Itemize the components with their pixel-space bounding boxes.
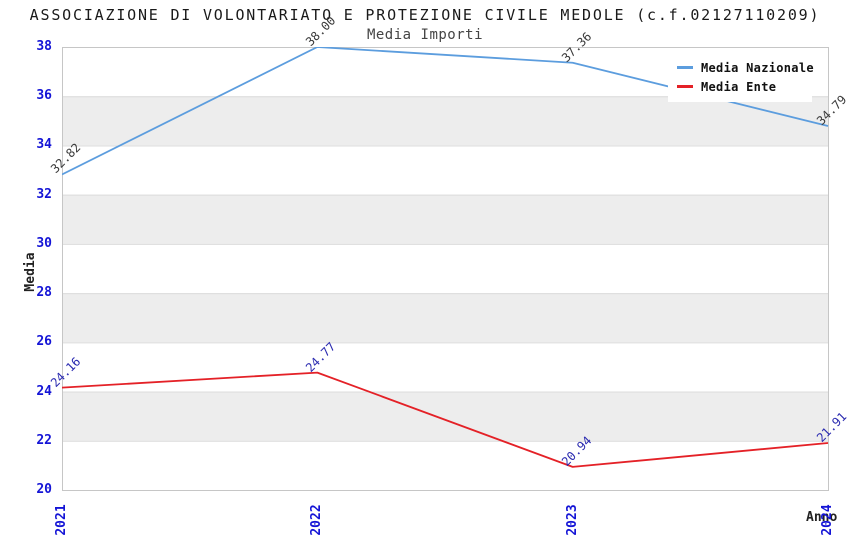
x-axis-label: Anno [806, 510, 838, 525]
x-tick-label: 2023 [564, 504, 580, 536]
background-band [62, 391, 828, 441]
plot-border [62, 47, 829, 491]
y-tick-label: 20 [36, 482, 52, 497]
y-tick-label: 28 [36, 285, 52, 301]
plot-svg [61, 46, 829, 491]
legend-label-media-nazionale: Media Nazionale [701, 60, 814, 75]
legend-swatch-nazionale-icon [677, 66, 693, 69]
legend-swatch-ente-icon [677, 85, 693, 88]
y-tick-label: 32 [36, 186, 52, 202]
chart-title: ASSOCIAZIONE DI VOLONTARIATO E PROTEZION… [29, 6, 821, 24]
y-tick-label: 30 [36, 235, 52, 251]
series-line-1 [61, 371, 829, 468]
y-tick-label: 22 [36, 432, 52, 448]
y-tick-label: 36 [36, 88, 52, 104]
y-tick-label: 26 [36, 334, 52, 350]
chart-subtitle: Media Importi [366, 27, 484, 43]
background-band [62, 96, 828, 146]
background-band [62, 194, 828, 244]
plot-area [61, 46, 829, 491]
y-tick-label: 34 [36, 137, 52, 153]
legend-item-media-ente: Media Ente [677, 77, 812, 96]
x-tick-label: 2022 [309, 504, 325, 536]
y-tick-label: 24 [36, 383, 52, 399]
legend: Media Nazionale Media Ente [668, 53, 814, 102]
legend-item-media-nazionale: Media Nazionale [677, 58, 814, 77]
y-tick-label: 38 [36, 39, 52, 54]
background-band [62, 293, 828, 343]
x-tick-label: 2024 [820, 504, 835, 536]
x-tick-label: 2021 [54, 504, 69, 536]
legend-label-media-ente: Media Ente [701, 79, 777, 94]
